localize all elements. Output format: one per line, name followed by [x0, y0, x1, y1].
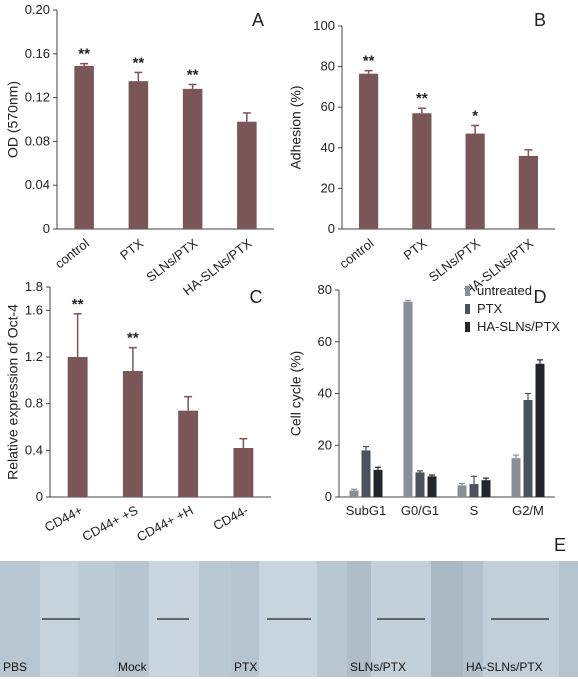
- legend-swatch: [465, 322, 470, 332]
- x-tick-label: PTX: [117, 235, 146, 263]
- bar: [178, 410, 199, 497]
- bar: [233, 448, 254, 497]
- panel-letter: D: [534, 287, 547, 307]
- y-tick-label: 20: [321, 180, 335, 195]
- panel-letter: E: [554, 535, 566, 555]
- bar: [523, 399, 533, 497]
- bar: [457, 485, 467, 497]
- bar: [412, 113, 432, 229]
- bar: [128, 81, 149, 229]
- y-tick-label: 0.16: [25, 46, 50, 61]
- micrograph-ptx: PTX: [231, 561, 347, 677]
- y-tick-label: 1.8: [25, 279, 43, 294]
- y-tick-label: 40: [318, 386, 332, 401]
- x-tick-label: CD44-: [211, 502, 251, 533]
- micrograph-slns-ptx: SLNs/PTX: [347, 561, 463, 677]
- y-axis-label: OD (570nm): [5, 81, 21, 158]
- y-tick-label: 80: [321, 59, 335, 74]
- y-tick-label: 0: [36, 489, 43, 504]
- bar: [361, 450, 371, 497]
- micrograph-slns-ptx-texture: [347, 561, 463, 677]
- significance-mark: **: [363, 53, 375, 70]
- legend-swatch: [465, 304, 470, 314]
- micrograph-label: HA-SLNs/PTX: [466, 660, 543, 674]
- y-axis-label: Cell cycle (%): [288, 351, 304, 437]
- micrograph-label: Mock: [118, 660, 147, 674]
- bar: [237, 121, 257, 229]
- y-tick-label: 0: [43, 221, 50, 236]
- bar: [415, 472, 425, 497]
- micrograph-ha-slns-ptx-texture: [463, 561, 578, 677]
- micrograph-ptx-texture: [231, 561, 347, 677]
- bar: [373, 469, 383, 497]
- y-tick-label: 80: [318, 282, 332, 297]
- bar: [122, 371, 143, 497]
- panel-letter: C: [250, 287, 263, 307]
- bar: [511, 458, 521, 497]
- bar: [182, 88, 203, 229]
- significance-mark: **: [187, 66, 199, 83]
- x-tick-label: S: [470, 503, 479, 518]
- bar: [67, 357, 88, 497]
- y-tick-label: 0.08: [25, 133, 50, 148]
- panel-letter: B: [534, 10, 546, 30]
- y-tick-label: 0.8: [25, 396, 43, 411]
- bar: [518, 155, 538, 229]
- significance-mark: **: [72, 296, 84, 313]
- micrograph-label: PBS: [3, 660, 28, 674]
- x-tick-label: G0/G1: [401, 503, 439, 518]
- x-tick-label: PTX: [401, 235, 430, 263]
- y-tick-label: 1.2: [25, 349, 43, 364]
- x-tick-label: CD44+: [42, 502, 85, 534]
- bar: [465, 133, 485, 229]
- significance-mark: **: [127, 330, 139, 347]
- legend-swatch: [465, 286, 470, 296]
- y-tick-label: 20: [318, 437, 332, 452]
- x-tick-label: G2/M: [512, 503, 544, 518]
- micrograph-pbs-texture: [0, 561, 115, 677]
- significance-mark: **: [416, 90, 428, 107]
- x-tick-label: CD44+ +H: [134, 502, 195, 544]
- significance-mark: *: [472, 107, 478, 124]
- micrograph-label: SLNs/PTX: [350, 660, 407, 674]
- bar: [349, 490, 359, 497]
- y-tick-label: 60: [321, 99, 335, 114]
- bar: [535, 363, 545, 497]
- panel-e-micrographs: PBS Mock PTX SLNs/PTX HA-SLNs/PTX: [0, 561, 578, 679]
- y-axis-label: Adhesion (%): [288, 85, 304, 169]
- bar: [427, 476, 437, 497]
- bar: [359, 73, 379, 229]
- micrograph-label: PTX: [234, 660, 258, 674]
- x-tick-label: SubG1: [346, 503, 386, 518]
- y-tick-label: 1.6: [25, 302, 43, 317]
- y-tick-label: 40: [321, 140, 335, 155]
- micrograph-mock: Mock: [115, 561, 231, 677]
- significance-mark: **: [78, 46, 90, 63]
- y-axis-label: Relative expression of Oct-4: [5, 304, 21, 480]
- micrograph-ha-slns-ptx: HA-SLNs/PTX: [463, 561, 578, 677]
- y-tick-label: 0.12: [25, 90, 50, 105]
- y-tick-label: 100: [313, 18, 335, 33]
- bar: [403, 301, 413, 497]
- legend-label: PTX: [477, 301, 503, 316]
- y-tick-label: 60: [318, 334, 332, 349]
- legend-label: HA-SLNs/PTX: [477, 319, 560, 334]
- micrograph-mock-texture: [115, 561, 231, 677]
- y-tick-label: 0: [325, 489, 332, 504]
- bar: [74, 65, 94, 229]
- micrograph-pbs: PBS: [0, 561, 115, 677]
- x-tick-label: control: [336, 235, 376, 271]
- legend-label: untreated: [477, 283, 532, 298]
- y-tick-label: 0: [328, 221, 335, 236]
- y-tick-label: 0.4: [25, 442, 43, 457]
- significance-mark: **: [133, 54, 145, 71]
- bar: [481, 480, 491, 497]
- y-tick-label: 0.20: [25, 2, 50, 17]
- x-tick-label: control: [52, 235, 92, 271]
- x-tick-label: CD44+ +S: [80, 502, 141, 544]
- bar: [469, 484, 479, 497]
- y-tick-label: 0.04: [25, 177, 50, 192]
- panel-letter: A: [252, 10, 264, 30]
